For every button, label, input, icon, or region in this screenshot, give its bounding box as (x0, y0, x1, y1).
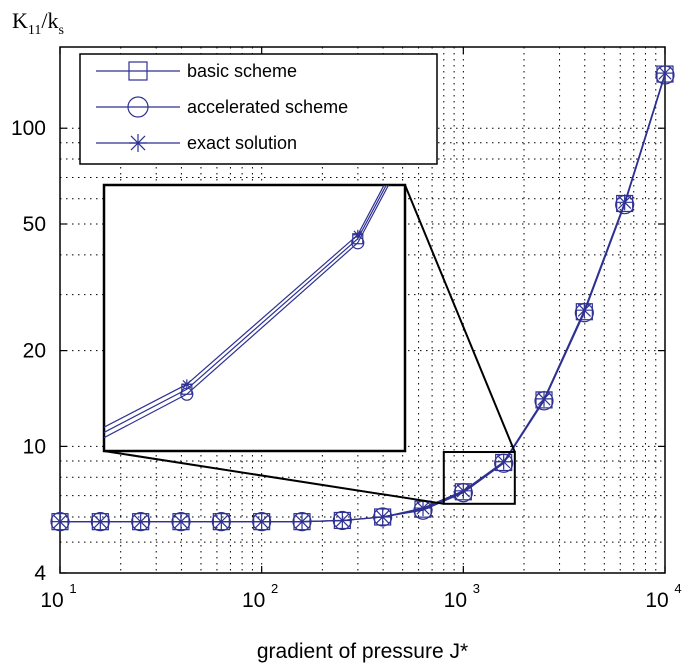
asterisk-marker (352, 229, 363, 240)
y-tick-label: 4 (34, 562, 46, 585)
asterisk-marker (415, 500, 432, 517)
asterisk-stroke (174, 514, 188, 529)
asterisk-stroke (93, 514, 108, 529)
asterisk-stroke (577, 303, 591, 317)
asterisk-marker (52, 513, 68, 530)
x-axis-label: gradient of pressure J* (257, 640, 468, 663)
inset-plot (102, 183, 407, 453)
legend-box (79, 53, 438, 165)
asterisk-marker (657, 65, 673, 82)
asterisk-stroke (497, 455, 511, 469)
asterisk-marker (616, 194, 633, 211)
circle-marker (127, 96, 149, 118)
asterisk-marker (129, 134, 147, 152)
inset-series-asterisk (104, 185, 385, 428)
x-tick-label: 10 (40, 589, 63, 612)
asterisk-marker (253, 513, 270, 530)
legend-item: basic scheme (96, 61, 297, 81)
y-label-sub1: 11 (28, 23, 41, 38)
asterisk-marker (495, 453, 512, 470)
inset-series (104, 185, 390, 439)
asterisk-stroke (182, 379, 192, 389)
asterisk-marker (132, 513, 149, 530)
asterisk-marker (536, 390, 553, 407)
asterisk-stroke (134, 514, 148, 529)
y-label-slash: /k (41, 8, 58, 33)
asterisk-marker (213, 513, 230, 530)
inset-frame (102, 183, 407, 453)
circle-marker (373, 507, 393, 527)
asterisk-stroke (618, 195, 632, 209)
asterisk-marker (294, 513, 311, 530)
zoom-box (442, 451, 516, 505)
asterisk-marker (576, 302, 593, 319)
asterisk-stroke (353, 230, 363, 240)
y-tick-label: 50 (23, 213, 46, 236)
square-marker (128, 61, 148, 81)
zoom-connector-bottom (103, 450, 444, 505)
asterisk-stroke (53, 514, 67, 529)
asterisk-stroke (456, 484, 470, 498)
asterisk-stroke (214, 514, 229, 529)
x-tick-label: 10 (444, 589, 467, 612)
asterisk-stroke (130, 135, 146, 151)
legend-label: exact solution (187, 133, 297, 153)
zoom-indicator (103, 184, 516, 505)
x-tick-label: 10 (242, 589, 265, 612)
asterisk-stroke (537, 392, 551, 406)
asterisk-stroke (416, 501, 430, 515)
asterisk-marker (455, 482, 472, 499)
legend-item: accelerated scheme (96, 96, 348, 118)
series-asterisk (52, 65, 673, 530)
y-label-k: K (12, 8, 28, 33)
y-label-sub2: s (59, 23, 64, 38)
legend-label: basic scheme (187, 61, 297, 81)
legend: basic scheme accelerated scheme exact solu… (79, 53, 438, 165)
axis-labels: gradient of pressure J* K11/ks (12, 8, 468, 663)
x-tick-exponent: 2 (271, 581, 278, 596)
x-tick-exponent: 4 (674, 581, 681, 596)
x-tick-exponent: 3 (473, 581, 480, 596)
series-layer (50, 65, 675, 532)
asterisk-marker (172, 513, 189, 530)
legend-item: exact solution (96, 133, 297, 153)
x-tick-label: 10 (645, 589, 668, 612)
axes: 10 1 10 2 10 3 10 4 4 10 20 50 100 (11, 46, 682, 612)
asterisk-stroke (295, 514, 309, 529)
y-tick-label: 100 (11, 117, 46, 140)
legend-label: accelerated scheme (187, 97, 348, 117)
series-line (60, 72, 666, 523)
y-tick-label: 20 (23, 340, 46, 363)
plot-frame (59, 46, 666, 574)
zoom-connector-top (404, 184, 516, 453)
x-tick-exponent: 1 (69, 581, 76, 596)
y-tick-label: 10 (23, 435, 46, 458)
asterisk-stroke (658, 66, 672, 80)
asterisk-marker (92, 513, 109, 530)
asterisk-marker (181, 379, 192, 390)
asterisk-stroke (376, 510, 390, 524)
y-axis-label: K11/ks (12, 8, 64, 38)
asterisk-stroke (335, 513, 350, 528)
asterisk-stroke (255, 514, 269, 529)
asterisk-marker (374, 508, 391, 525)
asterisk-marker (334, 512, 351, 529)
